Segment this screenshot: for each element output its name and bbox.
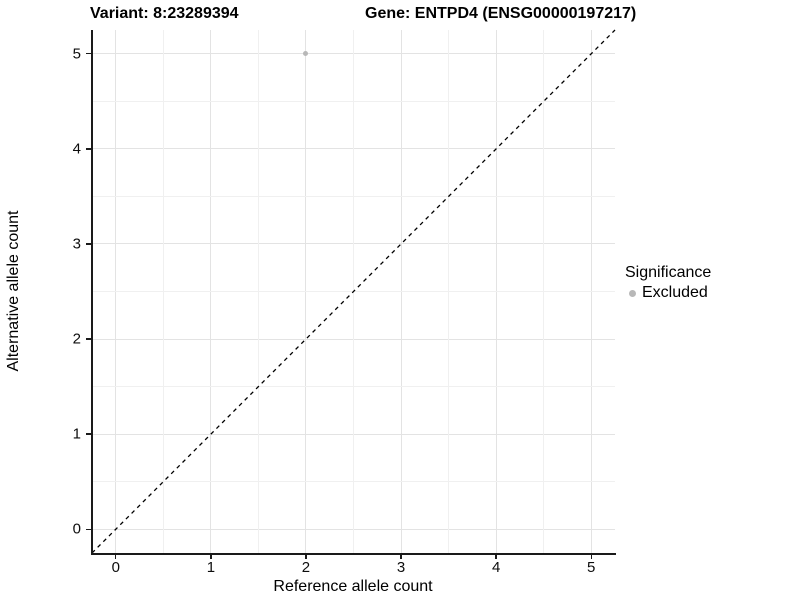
x-axis-title: Reference allele count <box>273 578 433 595</box>
plot-panel <box>91 29 616 554</box>
x-tick-label: 5 <box>587 559 596 576</box>
identity-dashed-line <box>91 29 616 554</box>
x-tick-label: 3 <box>396 559 406 576</box>
y-tick-mark <box>86 433 91 435</box>
y-tick-mark <box>86 148 91 150</box>
legend-entry-excluded: Excluded <box>625 283 711 303</box>
x-tick-mark <box>115 554 117 559</box>
y-tick-label: 0 <box>72 520 81 538</box>
y-axis-line <box>91 30 93 555</box>
x-tick-mark <box>400 554 402 559</box>
y-tick-mark <box>86 338 91 340</box>
data-point-excluded <box>303 51 309 57</box>
x-tick-label: 0 <box>111 559 120 576</box>
x-tick-mark <box>590 554 592 559</box>
y-tick-mark <box>86 53 91 55</box>
legend: Significance Excluded <box>625 263 711 303</box>
x-tick-mark <box>305 554 307 559</box>
y-axis-title: Alternative allele count <box>5 210 22 372</box>
x-tick-label: 1 <box>206 559 216 576</box>
x-tick-label: 4 <box>491 559 501 576</box>
variant-title: Variant: 8:23289394 <box>90 5 239 22</box>
y-tick-mark <box>86 243 91 245</box>
x-tick-mark <box>210 554 212 559</box>
y-tick-label: 4 <box>72 140 81 158</box>
gene-title: Gene: ENTPD4 (ENSG00000197217) <box>365 5 637 22</box>
y-tick-label: 5 <box>72 45 81 63</box>
x-tick-mark <box>495 554 497 559</box>
legend-entry-label: Excluded <box>642 284 708 301</box>
y-tick-mark <box>86 528 91 530</box>
x-tick-label: 2 <box>301 559 311 576</box>
legend-title: Significance <box>625 264 712 281</box>
y-tick-label: 3 <box>72 235 81 253</box>
excluded-dot-icon <box>629 289 636 297</box>
y-tick-label: 1 <box>72 425 81 443</box>
x-axis-line <box>91 553 616 555</box>
y-tick-label: 2 <box>72 330 81 348</box>
